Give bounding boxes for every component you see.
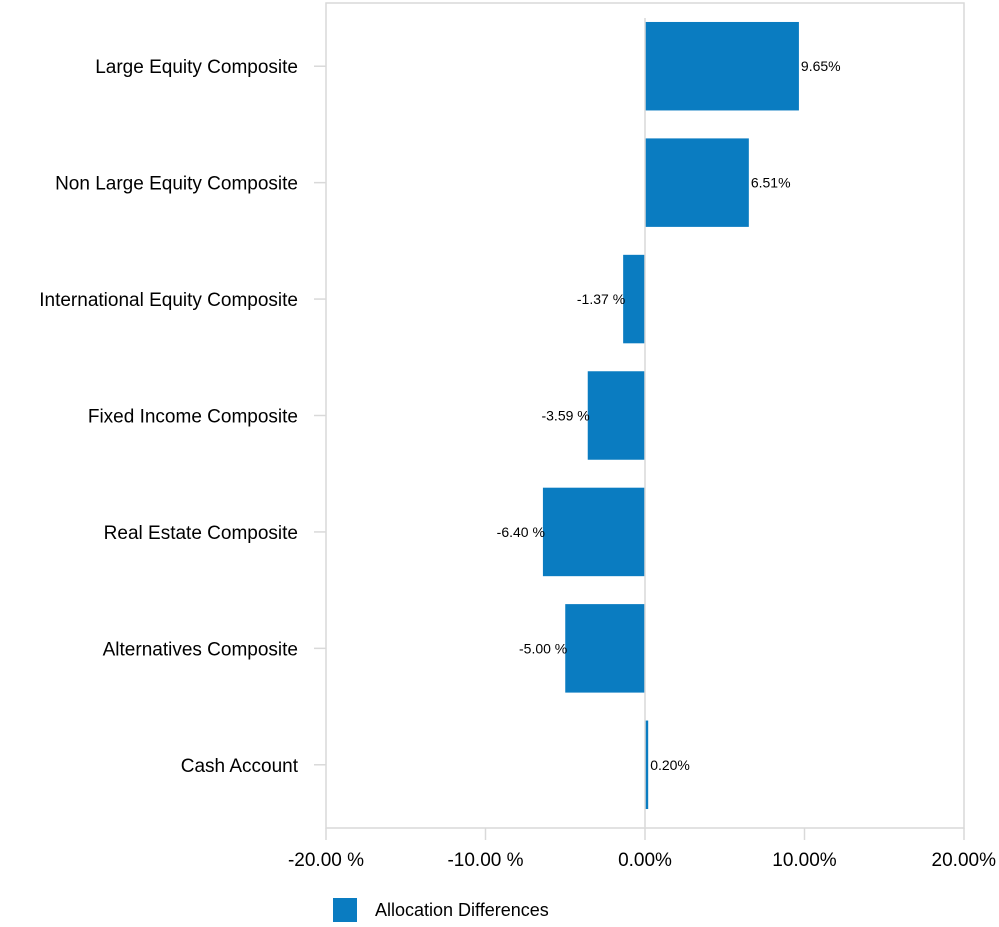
data-label: -6.40 % bbox=[497, 524, 545, 540]
category-label: Fixed Income Composite bbox=[88, 407, 298, 428]
x-tick-label: 0.00% bbox=[618, 850, 672, 871]
data-label: 6.51% bbox=[751, 175, 791, 191]
x-tick-label: -20.00 % bbox=[288, 850, 364, 871]
data-label: 9.65% bbox=[801, 58, 841, 74]
bar bbox=[587, 371, 645, 460]
x-tick-label: 10.00% bbox=[772, 850, 837, 871]
category-label: International Equity Composite bbox=[39, 290, 298, 311]
category-label: Large Equity Composite bbox=[95, 57, 298, 78]
data-label: -5.00 % bbox=[519, 640, 567, 656]
category-label: Non Large Equity Composite bbox=[55, 174, 298, 195]
bar bbox=[565, 604, 645, 693]
legend-label: Allocation Differences bbox=[375, 900, 549, 920]
legend: Allocation Differences bbox=[333, 898, 549, 922]
legend-swatch bbox=[333, 898, 357, 922]
bar bbox=[542, 487, 645, 577]
x-tick-label: -10.00 % bbox=[447, 850, 523, 871]
data-label: -3.59 % bbox=[541, 408, 589, 424]
bar bbox=[645, 21, 799, 111]
x-tick-label: 20.00% bbox=[932, 850, 997, 871]
bar bbox=[645, 720, 649, 810]
data-label: 0.20% bbox=[650, 757, 690, 773]
bar bbox=[645, 138, 749, 227]
category-label: Cash Account bbox=[181, 756, 299, 777]
category-label: Real Estate Composite bbox=[104, 523, 298, 544]
category-label: Alternatives Composite bbox=[103, 639, 298, 660]
bar bbox=[623, 254, 645, 344]
data-label: -1.37 % bbox=[577, 291, 625, 307]
